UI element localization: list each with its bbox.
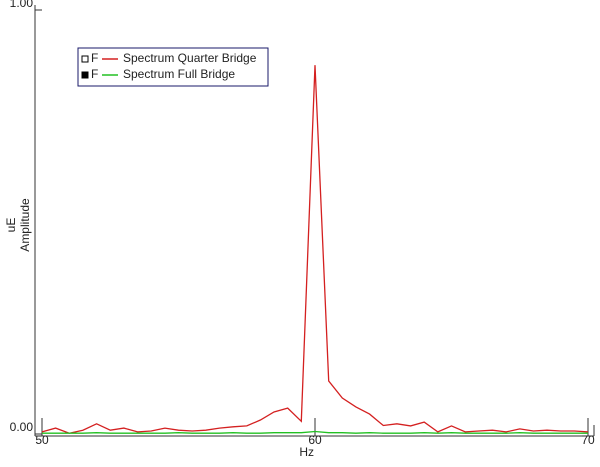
legend-prefix: F: [91, 67, 98, 81]
legend-label: Spectrum Full Bridge: [123, 67, 235, 81]
legend-marker: [81, 71, 89, 79]
y-tick-label: 0.00: [10, 420, 34, 434]
x-axis-label: Hz: [299, 445, 314, 459]
series-line: [42, 430, 588, 434]
y-axis-unit: uE: [4, 218, 18, 233]
legend-label: Spectrum Quarter Bridge: [123, 51, 257, 65]
series-line: [41, 65, 589, 434]
legend-prefix: F: [91, 51, 98, 65]
legend-box: [77, 47, 269, 87]
y-axis-label: Amplitude: [18, 198, 32, 252]
x-tick-label: 50: [35, 433, 49, 447]
y-tick-label: 1.00: [10, 0, 34, 10]
x-tick-label: 60: [308, 433, 322, 447]
legend-marker: [81, 55, 89, 63]
x-tick-label: 70: [581, 433, 595, 447]
